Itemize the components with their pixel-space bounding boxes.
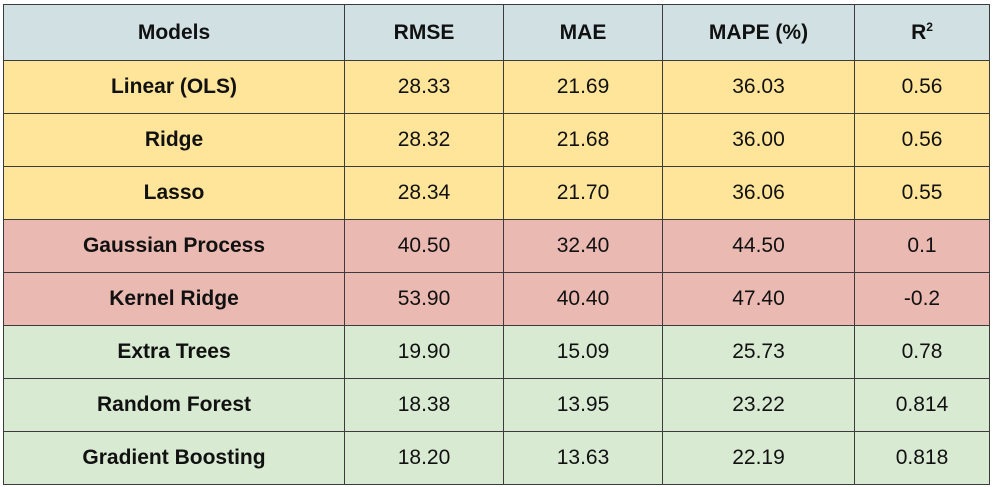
rmse-cell: 18.20 [344,431,504,485]
header-r2-base: R [911,20,927,44]
r2-cell: 0.78 [854,325,990,379]
table-row: Random Forest 18.38 13.95 23.22 0.814 [3,378,990,432]
r2-cell: 0.818 [854,431,990,485]
mae-cell: 15.09 [503,325,663,379]
mape-cell: 36.06 [662,166,855,220]
table-row: Kernel Ridge 53.90 40.40 47.40 -0.2 [3,272,990,326]
table-row: Gradient Boosting 18.20 13.63 22.19 0.81… [3,431,990,485]
mae-cell: 13.63 [503,431,663,485]
model-name-cell: Gradient Boosting [3,431,345,485]
mape-cell: 22.19 [662,431,855,485]
mape-cell: 44.50 [662,219,855,273]
mape-cell: 36.00 [662,113,855,167]
rmse-cell: 53.90 [344,272,504,326]
r2-cell: 0.55 [854,166,990,220]
rmse-cell: 40.50 [344,219,504,273]
model-name-cell: Kernel Ridge [3,272,345,326]
mae-cell: 21.70 [503,166,663,220]
r2-cell: 0.1 [854,219,990,273]
mape-cell: 47.40 [662,272,855,326]
rmse-cell: 18.38 [344,378,504,432]
table-row: Extra Trees 19.90 15.09 25.73 0.78 [3,325,990,379]
table-row: Lasso 28.34 21.70 36.06 0.55 [3,166,990,220]
header-mae: MAE [503,4,663,61]
mae-cell: 21.68 [503,113,663,167]
r2-cell: 0.56 [854,60,990,114]
mae-cell: 21.69 [503,60,663,114]
mae-cell: 32.40 [503,219,663,273]
mape-cell: 23.22 [662,378,855,432]
rmse-cell: 28.33 [344,60,504,114]
model-name-cell: Linear (OLS) [3,60,345,114]
table-row: Linear (OLS) 28.33 21.69 36.03 0.56 [3,60,990,114]
model-name-cell: Random Forest [3,378,345,432]
header-rmse: RMSE [344,4,504,61]
rmse-cell: 19.90 [344,325,504,379]
r2-cell: 0.814 [854,378,990,432]
mape-cell: 25.73 [662,325,855,379]
mae-cell: 40.40 [503,272,663,326]
header-models: Models [3,4,345,61]
header-r2: R2 [854,4,990,61]
header-mape: MAPE (%) [662,4,855,61]
r2-cell: -0.2 [854,272,990,326]
model-name-cell: Ridge [3,113,345,167]
table-header: Models RMSE MAE MAPE (%) R2 [3,4,990,61]
table-row: Gaussian Process 40.50 32.40 44.50 0.1 [3,219,990,273]
rmse-cell: 28.34 [344,166,504,220]
header-row: Models RMSE MAE MAPE (%) R2 [3,4,990,61]
table-row: Ridge 28.32 21.68 36.00 0.56 [3,113,990,167]
r2-cell: 0.56 [854,113,990,167]
header-r2-superscript: 2 [926,19,933,34]
mape-cell: 36.03 [662,60,855,114]
mae-cell: 13.95 [503,378,663,432]
model-name-cell: Lasso [3,166,345,220]
model-name-cell: Gaussian Process [3,219,345,273]
model-metrics-table: Models RMSE MAE MAPE (%) R2 Linear (OLS)… [3,4,990,485]
rmse-cell: 28.32 [344,113,504,167]
model-name-cell: Extra Trees [3,325,345,379]
table-body: Linear (OLS) 28.33 21.69 36.03 0.56 Ridg… [3,60,990,485]
